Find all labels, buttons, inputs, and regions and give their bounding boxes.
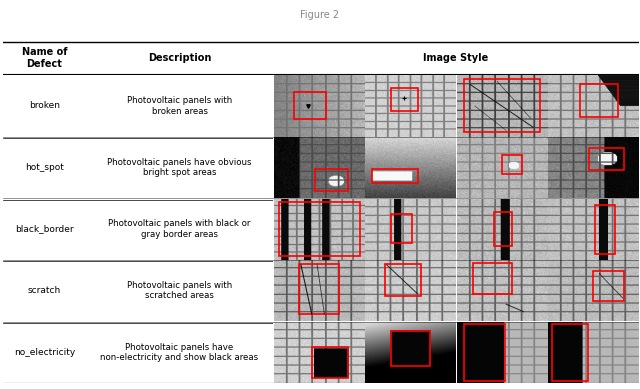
Bar (464, 324, 506, 380)
Bar (372, 169, 417, 184)
Bar (294, 93, 326, 119)
Bar (595, 205, 614, 254)
Text: Photovoltaic panels with
broken areas: Photovoltaic panels with broken areas (127, 96, 232, 116)
Bar (385, 264, 421, 296)
Bar (390, 88, 417, 111)
Text: Photovoltaic panels with black or
gray border areas: Photovoltaic panels with black or gray b… (108, 219, 251, 239)
Text: hot_spot: hot_spot (25, 163, 64, 172)
Text: broken: broken (29, 102, 60, 110)
Text: Name of
Defect: Name of Defect (22, 47, 67, 69)
Text: Photovoltaic panels with
scratched areas: Photovoltaic panels with scratched areas (127, 281, 232, 300)
Bar (316, 169, 348, 191)
Text: black_border: black_border (15, 224, 74, 234)
Text: Image Style: Image Style (424, 53, 488, 63)
Text: Figure 2: Figure 2 (300, 10, 340, 20)
Bar (299, 264, 339, 314)
Bar (312, 347, 348, 378)
Text: Photovoltaic panels have
non-electricity and show black areas: Photovoltaic panels have non-electricity… (100, 343, 259, 362)
Bar (552, 324, 588, 380)
Bar (593, 271, 623, 301)
Bar (390, 214, 412, 243)
Text: no_electricity: no_electricity (14, 348, 75, 357)
Bar (502, 155, 522, 173)
Text: Description: Description (148, 53, 211, 63)
Text: Photovoltaic panels have obvious
bright spot areas: Photovoltaic panels have obvious bright … (108, 158, 252, 177)
Bar (580, 84, 618, 117)
Text: scratch: scratch (28, 286, 61, 295)
Bar (495, 212, 513, 246)
Bar (464, 79, 540, 131)
Bar (390, 331, 430, 366)
Bar (473, 263, 513, 294)
Bar (589, 148, 623, 170)
Bar (279, 202, 360, 256)
